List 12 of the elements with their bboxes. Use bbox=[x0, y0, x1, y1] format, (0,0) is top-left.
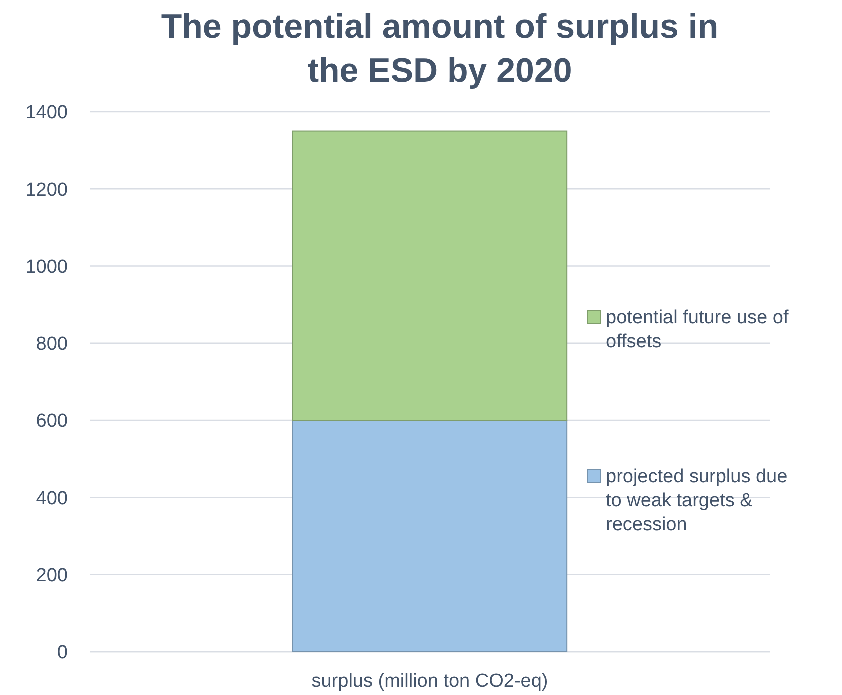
legend-label: potential future use of offsets bbox=[606, 308, 790, 353]
y-tick-label: 200 bbox=[36, 566, 68, 587]
y-tick-label: 400 bbox=[36, 488, 68, 510]
legend-label: projected surplus due to weak targets & recession bbox=[606, 466, 788, 536]
y-tick-label: 800 bbox=[36, 334, 68, 356]
y-tick-label: 600 bbox=[36, 411, 68, 432]
chart-title: The potential amount of surplus in the ESD by 2020 bbox=[161, 8, 719, 90]
y-tick-label: 1200 bbox=[26, 180, 68, 201]
y-tick-label: 1400 bbox=[26, 102, 68, 124]
x-tick-label: surplus (million ton CO2-eq) bbox=[312, 671, 548, 692]
y-tick-label: 1000 bbox=[26, 256, 68, 278]
y-tick-label: 0 bbox=[57, 642, 68, 664]
